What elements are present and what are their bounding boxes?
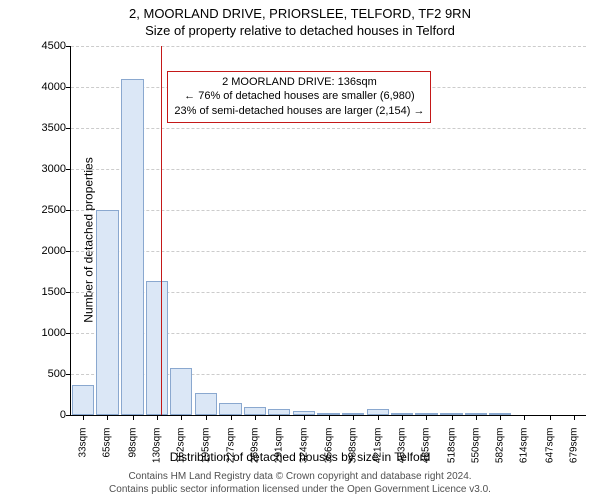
x-tick-mark (378, 416, 379, 420)
x-tick-mark (157, 416, 158, 420)
x-tick-mark (500, 416, 501, 420)
histogram-bar (465, 413, 487, 415)
y-tick-mark (66, 128, 70, 129)
histogram-bar (440, 413, 462, 415)
histogram-bar (244, 407, 266, 415)
y-tick-label: 4500 (26, 40, 66, 52)
x-tick-mark (550, 416, 551, 420)
histogram-bar (489, 413, 511, 415)
histogram-bar (96, 210, 118, 415)
y-tick-label: 2000 (26, 245, 66, 257)
gridline (71, 128, 586, 129)
histogram-bar (219, 403, 241, 415)
y-tick-mark (66, 415, 70, 416)
gridline (71, 251, 586, 252)
y-tick-label: 1000 (26, 327, 66, 339)
x-tick-mark (181, 416, 182, 420)
histogram-bar (342, 413, 364, 415)
x-tick-mark (133, 416, 134, 420)
plot-area: 2 MOORLAND DRIVE: 136sqm← 76% of detache… (70, 46, 586, 416)
y-tick-label: 3500 (26, 122, 66, 134)
y-tick-mark (66, 251, 70, 252)
title-line-1: 2, MOORLAND DRIVE, PRIORSLEE, TELFORD, T… (0, 6, 600, 23)
x-tick-mark (231, 416, 232, 420)
histogram-bar (317, 413, 339, 415)
annotation-line: 2 MOORLAND DRIVE: 136sqm (174, 75, 424, 90)
histogram-bar (268, 409, 290, 415)
y-tick-mark (66, 374, 70, 375)
y-tick-label: 4000 (26, 81, 66, 93)
gridline (71, 169, 586, 170)
chart-container: { "title_line1": "2, MOORLAND DRIVE, PRI… (0, 0, 600, 500)
marker-line (161, 46, 162, 415)
x-tick-mark (206, 416, 207, 420)
histogram-bar (415, 413, 437, 415)
x-tick-mark (353, 416, 354, 420)
footer-line-1: Contains HM Land Registry data © Crown c… (0, 470, 600, 483)
y-tick-mark (66, 46, 70, 47)
y-tick-mark (66, 292, 70, 293)
x-axis-label: Distribution of detached houses by size … (0, 450, 600, 464)
chart-title: 2, MOORLAND DRIVE, PRIORSLEE, TELFORD, T… (0, 6, 600, 40)
histogram-bar (391, 413, 413, 415)
y-tick-label: 3000 (26, 163, 66, 175)
gridline (71, 210, 586, 211)
footer-attribution: Contains HM Land Registry data © Crown c… (0, 470, 600, 496)
histogram-bar (293, 411, 315, 415)
gridline (71, 46, 586, 47)
y-tick-mark (66, 169, 70, 170)
y-tick-mark (66, 87, 70, 88)
x-tick-mark (83, 416, 84, 420)
y-tick-mark (66, 210, 70, 211)
x-tick-mark (574, 416, 575, 420)
histogram-bar (170, 368, 192, 415)
footer-line-2: Contains public sector information licen… (0, 483, 600, 496)
y-tick-mark (66, 333, 70, 334)
x-tick-mark (476, 416, 477, 420)
y-tick-label: 0 (26, 409, 66, 421)
x-tick-mark (304, 416, 305, 420)
histogram-bar (367, 409, 389, 415)
x-tick-mark (402, 416, 403, 420)
x-tick-mark (279, 416, 280, 420)
y-tick-label: 1500 (26, 286, 66, 298)
x-tick-mark (426, 416, 427, 420)
title-line-2: Size of property relative to detached ho… (0, 23, 600, 40)
histogram-bar (72, 385, 94, 415)
annotation-line: 23% of semi-detached houses are larger (… (174, 104, 424, 119)
x-tick-mark (107, 416, 108, 420)
x-tick-mark (255, 416, 256, 420)
y-tick-label: 500 (26, 368, 66, 380)
histogram-bar (146, 281, 168, 415)
annotation-line: ← 76% of detached houses are smaller (6,… (174, 89, 424, 104)
x-tick-mark (524, 416, 525, 420)
y-tick-label: 2500 (26, 204, 66, 216)
histogram-bar (121, 79, 143, 415)
histogram-bar (195, 393, 217, 415)
annotation-box: 2 MOORLAND DRIVE: 136sqm← 76% of detache… (167, 71, 431, 124)
x-tick-mark (452, 416, 453, 420)
x-tick-mark (329, 416, 330, 420)
